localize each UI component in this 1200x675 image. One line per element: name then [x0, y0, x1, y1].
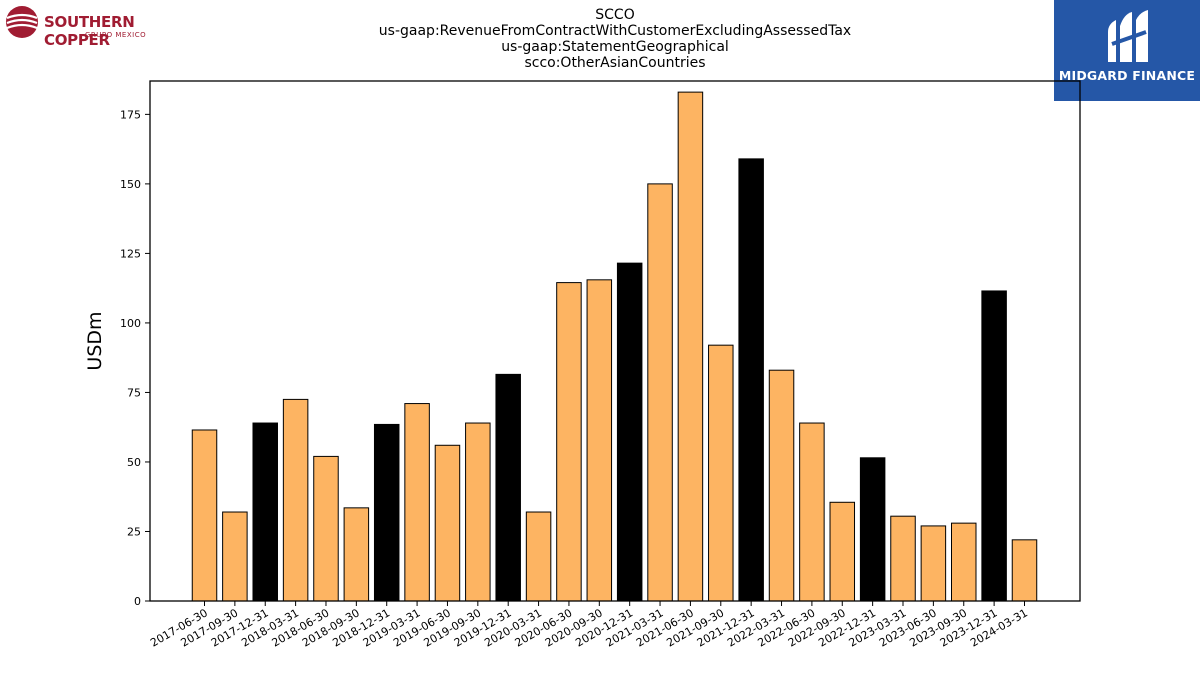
midgard-finance-logo: MIDGARD FINANCE [1054, 0, 1200, 101]
southern-copper-subtitle: GRUPO MEXICO [85, 31, 147, 39]
bar [222, 511, 248, 602]
bar [768, 369, 795, 602]
bar [586, 279, 613, 602]
bar [647, 183, 673, 602]
bar [859, 457, 886, 602]
bar [343, 507, 370, 602]
bar [495, 373, 521, 602]
y-tick-label: 150 [120, 178, 141, 191]
bar [465, 422, 491, 602]
chart-title-line: us-gaap:StatementGeographical [501, 39, 729, 55]
southern-copper-logo: SOUTHERN COPPER GRUPO MEXICO [4, 4, 194, 49]
y-tick-label: 125 [120, 247, 141, 260]
bar [829, 501, 856, 602]
bar [920, 525, 947, 602]
bar [616, 262, 643, 602]
bar [890, 515, 916, 602]
bar [282, 398, 309, 602]
chart-title-line: SCCO [595, 7, 635, 23]
y-tick-label: 100 [120, 317, 141, 330]
midgard-finance-name: MIDGARD FINANCE [1058, 68, 1196, 83]
bar [404, 403, 430, 602]
plot-frame [149, 80, 1081, 602]
bar [313, 455, 339, 602]
y-axis-label: USDm [84, 311, 106, 370]
bar [677, 91, 704, 602]
bar [708, 344, 734, 602]
bar [191, 429, 218, 602]
chart-title-line: scco:OtherAsianCountries [524, 55, 706, 71]
bar [525, 511, 552, 602]
bar [434, 444, 461, 602]
southern-copper-name: SOUTHERN COPPER [44, 13, 135, 49]
bar [373, 423, 400, 602]
y-tick-label: 175 [120, 108, 141, 121]
chart-title-line: us-gaap:RevenueFromContractWithCustomerE… [378, 23, 852, 39]
bar [951, 522, 977, 602]
y-tick-label: 75 [127, 386, 141, 399]
bar [981, 290, 1007, 602]
bar [799, 422, 825, 602]
bar [1011, 539, 1038, 602]
midgard-emblem-icon [1108, 10, 1148, 62]
y-tick-label: 25 [127, 525, 141, 538]
bar [556, 282, 582, 602]
y-tick-label: 0 [134, 595, 141, 608]
bar [252, 422, 278, 602]
y-tick-label: 50 [127, 456, 141, 469]
southern-copper-emblem-icon [6, 6, 38, 38]
bar [738, 158, 764, 602]
chart-title: SCCO us-gaap:RevenueFromContractWithCust… [300, 7, 930, 71]
